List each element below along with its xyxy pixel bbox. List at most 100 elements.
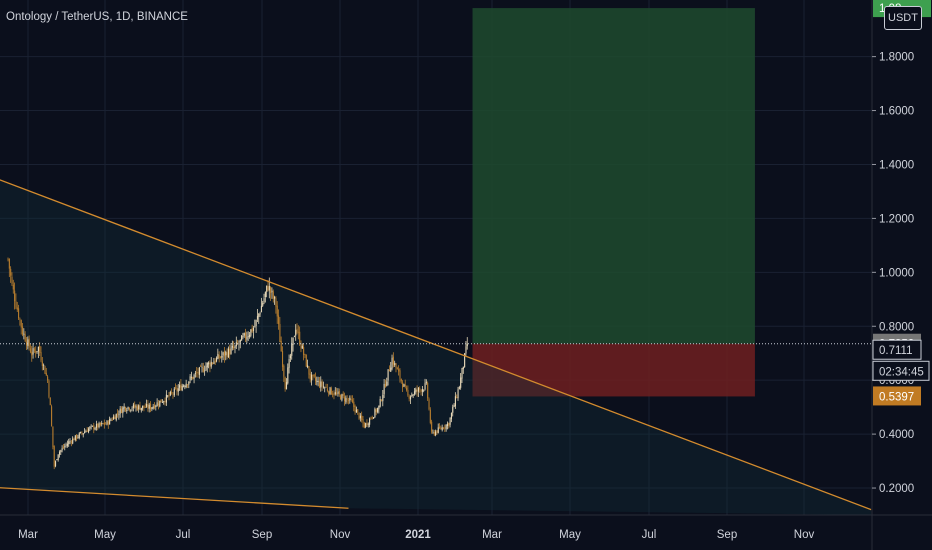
candle-body [396, 368, 398, 370]
candle-body [394, 362, 396, 366]
candle-body [39, 345, 41, 353]
candle-body [160, 399, 162, 403]
candle-body [250, 329, 252, 336]
candle-body [325, 386, 327, 388]
candle-body [31, 351, 33, 356]
candle [24, 331, 26, 343]
candle [270, 286, 272, 302]
candle-body [186, 384, 189, 386]
candle [206, 362, 208, 373]
candle-body [283, 365, 285, 377]
candle [287, 363, 289, 385]
candle [107, 419, 109, 429]
candle-body [117, 413, 119, 415]
candle [216, 356, 218, 363]
candle [86, 427, 88, 432]
candle [11, 272, 13, 286]
candle-body [150, 403, 152, 410]
candle-body [119, 408, 121, 414]
candle [52, 426, 54, 450]
candle [28, 335, 30, 351]
candle-body [354, 406, 356, 412]
candle [85, 429, 87, 433]
candle [458, 385, 460, 390]
candle-body [64, 446, 66, 448]
candle-body [321, 381, 323, 387]
candle-body [267, 286, 269, 291]
candle-body [155, 405, 157, 408]
candle-body [37, 346, 39, 352]
candle-body [362, 419, 364, 424]
candle-body [436, 430, 438, 433]
candle-body [113, 416, 115, 420]
candle-body [262, 302, 264, 306]
candle [431, 419, 433, 434]
candle-body [202, 367, 204, 372]
candle [124, 406, 127, 412]
candle [183, 384, 185, 388]
candle [48, 379, 50, 399]
candle-body [291, 343, 293, 356]
candle-body [444, 427, 446, 429]
candle-body [388, 370, 390, 372]
candle-body [73, 438, 75, 441]
candle [378, 405, 380, 414]
candle-body [126, 410, 128, 412]
candle-body [173, 388, 175, 396]
candle-body [355, 409, 357, 413]
candle [316, 376, 318, 386]
candle [49, 397, 51, 406]
candle [212, 362, 214, 365]
candle [99, 422, 101, 427]
candle [93, 422, 95, 434]
candle-body [281, 351, 284, 367]
candle-body [29, 348, 32, 353]
candle [354, 404, 356, 415]
candle-body [231, 346, 233, 348]
candle [445, 424, 447, 432]
candle-body [332, 393, 334, 395]
candle [369, 417, 371, 428]
candle [272, 289, 274, 303]
candle-body [428, 399, 430, 410]
candle [142, 405, 144, 411]
candle-body [138, 405, 140, 410]
candle [185, 379, 187, 389]
candle [353, 398, 355, 412]
candle-body [300, 344, 302, 349]
candle [300, 340, 302, 353]
candle [91, 425, 94, 427]
candle [262, 300, 264, 308]
candle-body [80, 431, 82, 434]
candle [439, 423, 441, 430]
candle-body [74, 435, 76, 441]
candle [396, 366, 398, 370]
candle-body [295, 329, 297, 336]
candle-body [94, 428, 96, 430]
candle [33, 347, 35, 353]
candle [394, 360, 396, 367]
candle-body [337, 391, 339, 394]
candle-body [274, 296, 276, 299]
candle-body [52, 426, 54, 447]
candle [147, 400, 149, 412]
candle [243, 332, 245, 338]
candle-body [57, 454, 59, 460]
candle [88, 427, 90, 434]
candle-body [297, 331, 299, 333]
y-tick-label: 0.4000 [879, 429, 914, 441]
currency-button[interactable]: USDT [884, 6, 922, 30]
candle-body [194, 373, 196, 374]
candle [114, 414, 116, 420]
candle [284, 376, 286, 392]
candle-body [345, 397, 347, 403]
candle [283, 364, 285, 382]
candle [226, 348, 228, 360]
candle-body [402, 382, 404, 388]
candle-body [142, 405, 144, 409]
candle-body [106, 421, 108, 425]
candle [324, 386, 326, 393]
candle-body [25, 341, 28, 346]
candle [417, 387, 420, 397]
